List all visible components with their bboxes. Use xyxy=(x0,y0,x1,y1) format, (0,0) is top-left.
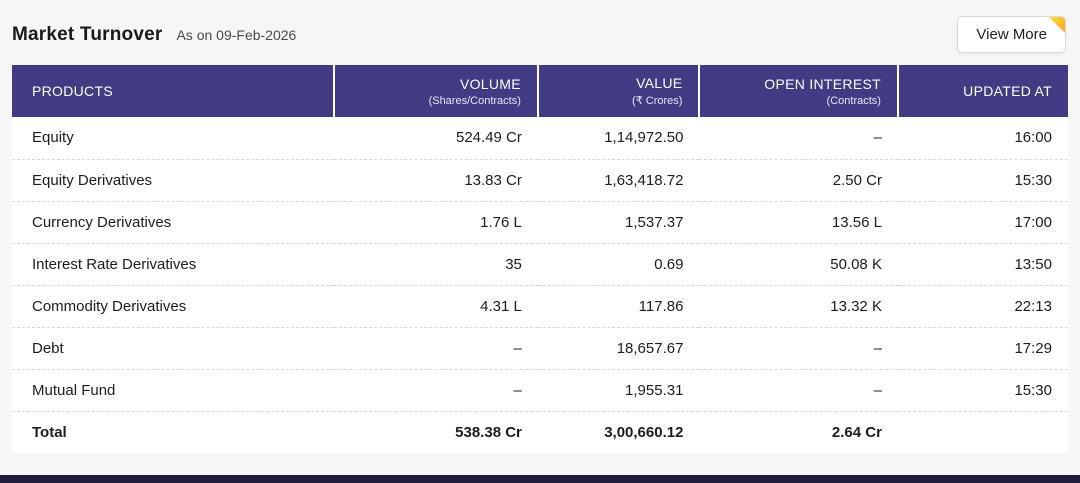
cell-open-interest: 2.50 Cr xyxy=(699,159,898,202)
cell-open-interest: – xyxy=(699,369,898,412)
cell-value: 117.86 xyxy=(537,285,700,328)
topbar: Market Turnover As on 09-Feb-2026 View M… xyxy=(0,0,1080,65)
view-more-button[interactable]: View More xyxy=(957,16,1066,53)
cell-open-interest: – xyxy=(699,327,898,370)
cell-value: 18,657.67 xyxy=(537,327,700,370)
cell-updated-at: 15:30 xyxy=(897,159,1068,202)
cell-open-interest: 13.56 L xyxy=(699,201,898,244)
cell-open-interest: 13.32 K xyxy=(699,285,898,328)
cell-updated-at: 15:30 xyxy=(897,369,1068,412)
footer-bar xyxy=(0,475,1080,483)
column-header-volume: VOLUME (Shares/Contracts) xyxy=(333,65,538,117)
cell-value: 3,00,660.12 xyxy=(537,411,700,453)
cell-product: Debt xyxy=(12,327,335,370)
corner-fold-icon xyxy=(1049,17,1065,33)
cell-product: Mutual Fund xyxy=(12,369,335,412)
cell-open-interest: 2.64 Cr xyxy=(699,411,898,453)
cell-updated-at xyxy=(897,411,1068,453)
cell-volume: 13.83 Cr xyxy=(334,159,538,202)
table-header: PRODUCTS VOLUME (Shares/Contracts) VALUE… xyxy=(12,65,1068,117)
table-row: Interest Rate Derivatives 35 0.69 50.08 K 13… xyxy=(12,243,1068,286)
cell-value: 1,955.31 xyxy=(537,369,700,412)
cell-volume: – xyxy=(334,369,538,412)
cell-volume: 4.31 L xyxy=(334,285,538,328)
cell-volume: 1.76 L xyxy=(334,201,538,244)
table-row: Commodity Derivatives 4.31 L 117.86 13.32 K… xyxy=(12,285,1068,328)
view-more-label: View More xyxy=(976,26,1047,43)
cell-volume: 524.49 Cr xyxy=(334,117,538,160)
total-row: Total 538.38 Cr 3,00,660.12 2.64 Cr xyxy=(12,411,1068,453)
cell-updated-at: 22:13 xyxy=(897,285,1068,328)
cell-product: Equity Derivatives xyxy=(12,159,335,202)
column-header-open-interest: OPEN INTEREST (Contracts) xyxy=(698,65,898,117)
cell-volume: – xyxy=(334,327,538,370)
cell-open-interest: – xyxy=(699,117,898,160)
market-turnover-table: PRODUCTS VOLUME (Shares/Contracts) VALUE… xyxy=(12,65,1068,453)
cell-product: Currency Derivatives xyxy=(12,201,335,244)
table-row: Currency Derivatives 1.76 L 1,537.37 13.56 … xyxy=(12,201,1068,244)
cell-product: Equity xyxy=(12,117,335,160)
cell-product: Total xyxy=(12,411,335,453)
cell-value: 1,537.37 xyxy=(537,201,700,244)
table-row: Equity Derivatives 13.83 Cr 1,63,418.72 2.5… xyxy=(12,159,1068,202)
cell-open-interest: 50.08 K xyxy=(699,243,898,286)
market-turnover-table-wrap: PRODUCTS VOLUME (Shares/Contracts) VALUE… xyxy=(12,65,1068,453)
column-header-updated-at: UPDATED AT xyxy=(896,65,1068,117)
cell-value: 1,14,972.50 xyxy=(537,117,700,160)
column-header-products: PRODUCTS xyxy=(12,65,335,117)
table-body: Equity 524.49 Cr 1,14,972.50–16:00 Equity D… xyxy=(12,117,1068,453)
page-title: Market Turnover xyxy=(12,23,163,45)
table-row: Mutual Fund –1,955.31–15:30 xyxy=(12,369,1068,412)
cell-value: 0.69 xyxy=(537,243,700,286)
cell-updated-at: 17:29 xyxy=(897,327,1068,370)
cell-volume: 35 xyxy=(334,243,538,286)
cell-updated-at: 16:00 xyxy=(897,117,1068,160)
cell-updated-at: 17:00 xyxy=(897,201,1068,244)
cell-product: Commodity Derivatives xyxy=(12,285,335,328)
cell-value: 1,63,418.72 xyxy=(537,159,700,202)
cell-updated-at: 13:50 xyxy=(897,243,1068,286)
as-on-date: As on 09-Feb-2026 xyxy=(176,26,297,43)
column-header-value: VALUE (₹ Crores) xyxy=(536,65,700,117)
cell-product: Interest Rate Derivatives xyxy=(12,243,335,286)
table-row: Debt –18,657.67–17:29 xyxy=(12,327,1068,370)
title-group: Market Turnover As on 09-Feb-2026 xyxy=(12,24,296,46)
cell-volume: 538.38 Cr xyxy=(334,411,538,453)
table-row: Equity 524.49 Cr 1,14,972.50–16:00 xyxy=(12,117,1068,160)
